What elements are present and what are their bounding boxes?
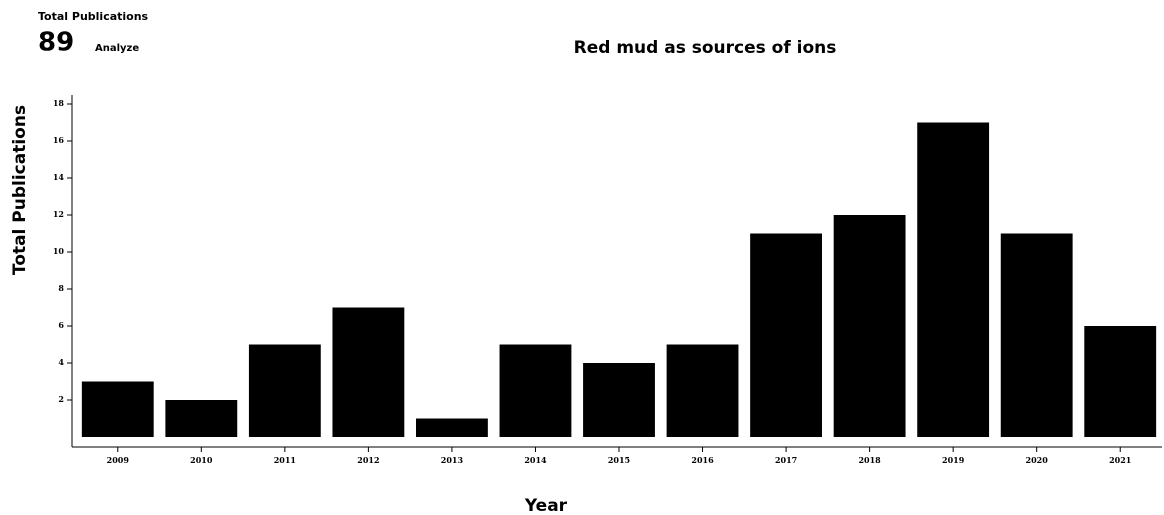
bar — [248, 344, 321, 437]
y-tick-label: 6 — [58, 320, 64, 330]
bar — [917, 122, 990, 437]
y-tick-label: 4 — [58, 357, 64, 367]
bar — [1084, 326, 1157, 437]
bar — [583, 363, 655, 437]
x-tick-label: 2013 — [441, 455, 464, 465]
x-tick-label: 2018 — [858, 455, 881, 465]
x-tick-label: 2016 — [691, 455, 714, 465]
x-tick-label: 2011 — [274, 455, 296, 465]
y-axis-label: Total Publications — [10, 105, 30, 275]
y-tick-label: 10 — [53, 246, 65, 256]
x-tick-label: 2014 — [524, 455, 547, 465]
bar — [1000, 233, 1073, 437]
x-tick-label: 2010 — [190, 455, 213, 465]
y-tick-label: 12 — [53, 209, 64, 219]
summary-count: 89 — [38, 28, 74, 58]
chart-title: Red mud as sources of ions — [574, 38, 837, 58]
summary-label: Total Publications — [38, 10, 149, 23]
bar — [332, 307, 405, 437]
x-axis-label: Year — [524, 496, 568, 515]
y-tick-label: 18 — [53, 98, 65, 108]
x-tick-label: 2020 — [1026, 455, 1049, 465]
bar — [833, 215, 906, 437]
x-tick-label: 2015 — [608, 455, 630, 465]
x-tick-label: 2019 — [942, 455, 965, 465]
bar — [499, 344, 572, 437]
analyze-link[interactable]: Analyze — [95, 43, 139, 54]
bar — [416, 418, 488, 437]
x-tick-label: 2017 — [775, 455, 797, 465]
y-tick-label: 2 — [58, 394, 64, 404]
bar — [81, 381, 154, 437]
y-tick-label: 8 — [58, 283, 64, 293]
bar — [666, 344, 739, 437]
x-tick-label: 2009 — [107, 455, 130, 465]
bar — [165, 400, 238, 437]
bar — [750, 233, 822, 437]
x-tick-label: 2012 — [357, 455, 379, 465]
y-tick-label: 14 — [53, 172, 65, 182]
x-tick-label: 2021 — [1109, 455, 1131, 465]
y-tick-label: 16 — [53, 135, 65, 145]
